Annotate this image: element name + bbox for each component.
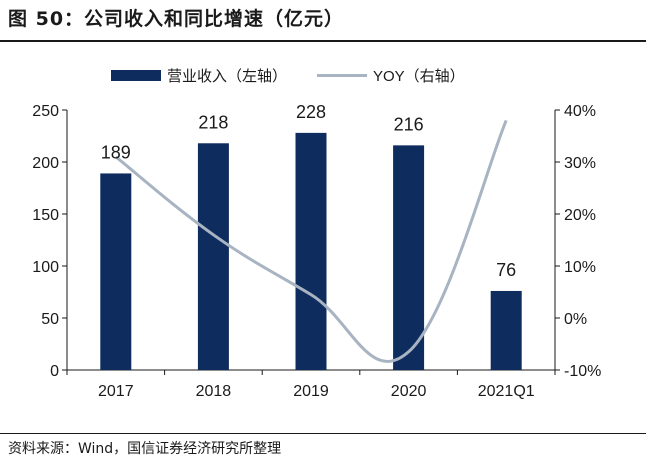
y-right-tick-label: 30% [564, 155, 596, 172]
x-tick-label: 2018 [196, 383, 232, 400]
y-left-tick-label: 0 [50, 363, 59, 380]
bar-revenue [393, 145, 425, 370]
chart-legend: 营业收入（左轴） YOY（右轴） [111, 68, 465, 85]
source-rule [0, 433, 646, 434]
legend-bar-swatch [111, 70, 161, 81]
x-tick-label: 2021Q1 [478, 383, 535, 400]
y-left-tick-label: 150 [32, 207, 59, 224]
bar-data-label: 218 [198, 112, 228, 132]
y-right-tick-label: 20% [564, 207, 596, 224]
y-left-tick-label: 100 [32, 259, 59, 276]
legend-bar-label: 营业收入（左轴） [167, 68, 287, 85]
legend-line-label: YOY（右轴） [373, 68, 465, 85]
y-right-tick-label: -10% [564, 363, 601, 380]
bar-revenue [295, 132, 327, 370]
bar-data-label: 189 [101, 142, 131, 162]
y-left-tick-label: 50 [41, 311, 59, 328]
bar-data-label: 216 [394, 114, 424, 134]
y-right-tick-label: 0% [564, 311, 587, 328]
x-tick-label: 2020 [391, 383, 427, 400]
y-left-tick-label: 250 [32, 103, 59, 120]
y-right-tick-label: 10% [564, 259, 596, 276]
y-right-tick-label: 40% [564, 103, 596, 120]
bar-revenue [100, 173, 132, 370]
bar-revenue [197, 143, 229, 370]
bar-data-label: 76 [496, 260, 516, 280]
figure-title: 图 50：公司收入和同比增速（亿元） [8, 8, 345, 30]
source-note: 资料来源：Wind，国信证券经济研究所整理 [8, 441, 282, 457]
title-rule [0, 40, 646, 42]
bar-revenue [490, 290, 522, 370]
x-tick-label: 2017 [98, 383, 134, 400]
bar-data-label: 228 [296, 102, 326, 122]
line-yoy [114, 119, 508, 363]
x-tick-label: 2019 [293, 383, 329, 400]
y-left-tick-label: 200 [32, 155, 59, 172]
